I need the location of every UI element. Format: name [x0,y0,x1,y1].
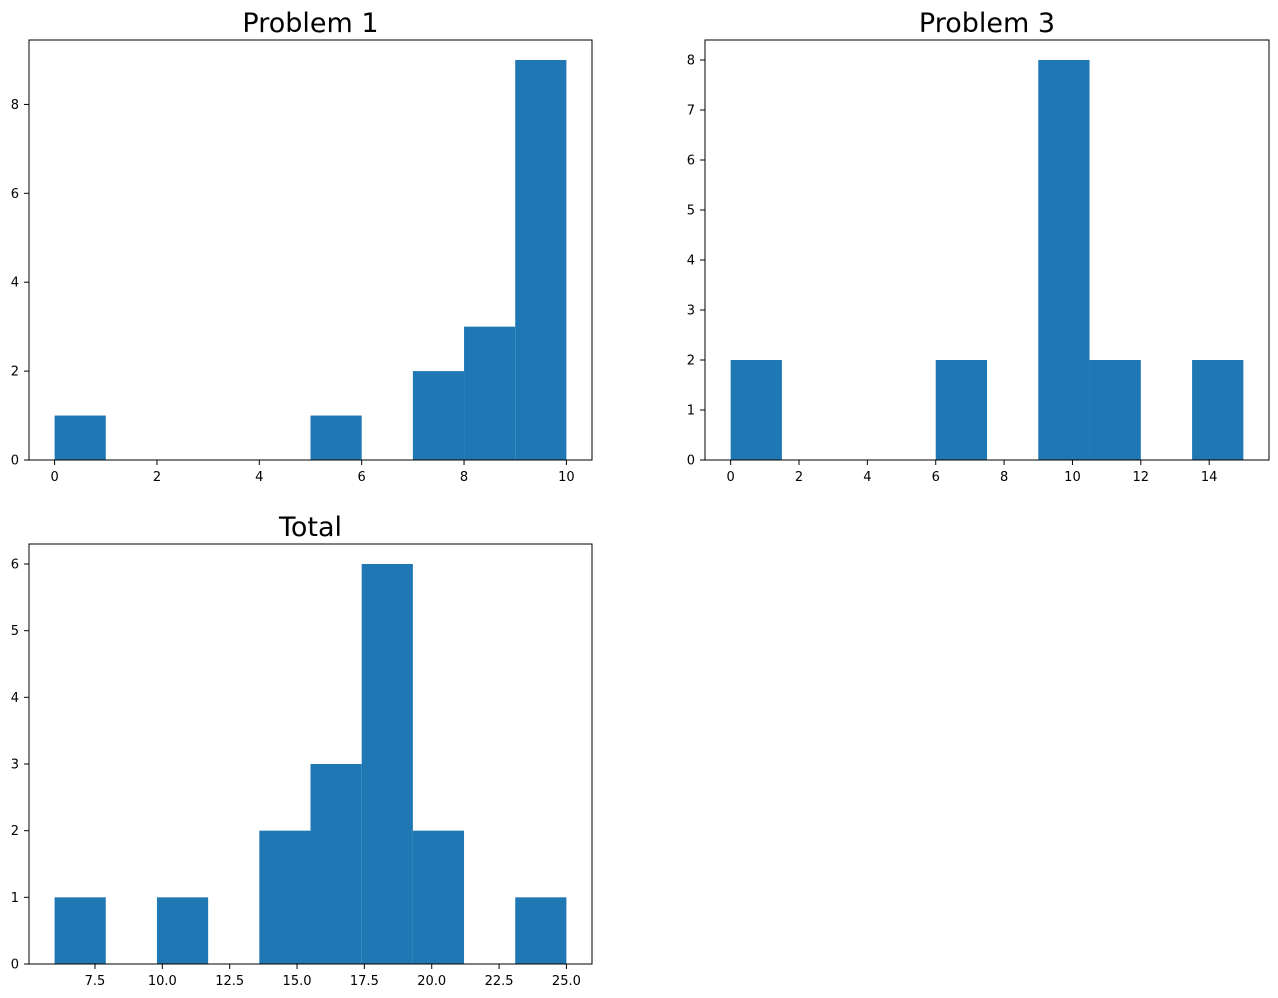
y-tick-label: 1 [687,404,695,419]
y-tick-label: 3 [11,758,19,773]
chart-title: Total [278,512,342,543]
x-tick-label: 7.5 [85,974,106,989]
histogram-bar [935,360,987,460]
y-tick-label: 3 [687,304,695,319]
x-tick-label: 6 [932,470,940,485]
histogram-bar [515,60,567,460]
x-tick-label: 2 [153,470,161,485]
histogram-bar [412,371,465,460]
x-tick-label: 4 [255,470,263,485]
y-tick-label: 4 [11,691,19,706]
x-tick-label: 10 [1064,470,1081,485]
chart-problem-1: 0 2 4 6 8 10 0 2 4 6 8 Problem 1 [11,8,593,485]
x-tick-label: 22.5 [485,974,514,989]
x-tick-label: 2 [795,470,803,485]
x-tick-label: 10.0 [148,974,177,989]
x-tick-label: 8 [1000,470,1008,485]
histogram-bar [54,897,106,964]
x-tick-label: 12.5 [215,974,244,989]
y-tick-label: 8 [687,54,695,69]
x-tick-label: 17.5 [350,974,379,989]
y-tick-label: 8 [11,98,19,113]
histogram-bar [156,897,209,964]
y-tick-label: 2 [687,354,695,369]
histogram-bar [730,360,782,460]
axes-frame [28,39,593,461]
y-tick-label: 5 [11,624,19,639]
y-tick-label: 0 [687,454,695,469]
axes-frame [704,39,1270,461]
y-tick-label: 6 [687,154,695,169]
x-tick-label: 15.0 [283,974,312,989]
x-tick-label: 6 [358,470,366,485]
y-tick-label: 1 [11,891,19,906]
x-tick-label: 14 [1201,470,1218,485]
histogram-bar [412,830,465,964]
x-tick-label: 0 [50,470,58,485]
histogram-bar [361,564,413,964]
y-tick-label: 5 [687,204,695,219]
y-tick-label: 6 [11,558,19,573]
axes-frame [28,543,593,965]
x-tick-label: 20.0 [417,974,446,989]
histogram-bar [1192,360,1244,460]
x-tick-label: 10 [558,470,575,485]
y-tick-label: 0 [11,958,19,973]
histogram-bar [54,415,106,460]
x-tick-label: 4 [863,470,871,485]
histogram-bar [515,897,567,964]
y-tick-label: 7 [687,104,695,119]
x-tick-label: 0 [726,470,734,485]
histogram-bar [310,415,362,460]
x-tick-label: 25.0 [552,974,581,989]
histogram-bar [1038,60,1090,460]
histogram-bar [259,830,311,964]
x-tick-label: 12 [1133,470,1150,485]
x-tick-label: 8 [460,470,468,485]
y-tick-label: 2 [11,365,19,380]
histogram-bar [464,326,516,460]
y-tick-label: 2 [11,824,19,839]
chart-title: Problem 1 [242,8,378,39]
histogram-bar [1089,360,1141,460]
y-tick-label: 6 [11,187,19,202]
y-tick-label: 0 [11,454,19,469]
chart-total: 7.5 10.0 12.5 15.0 17.5 20.0 22.5 25.0 0 1 2 3 4 5 6 To… [11,512,593,989]
y-tick-label: 4 [11,276,19,291]
histogram-bar [310,764,362,964]
chart-title: Problem 3 [919,8,1055,39]
y-tick-label: 4 [687,254,695,269]
